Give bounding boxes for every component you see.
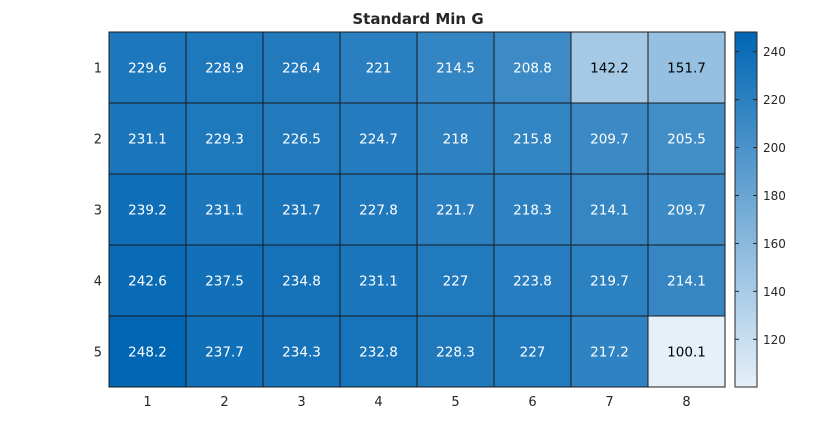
cell-value-label: 100.1 [667, 345, 706, 361]
colorbar-tick-label: 160 [763, 237, 786, 251]
heatmap-cell [416, 315, 495, 388]
heatmap-cell [647, 31, 726, 104]
cell-value-label: 231.1 [128, 132, 167, 148]
cell-value-label: 214.5 [436, 61, 475, 77]
heatmap-cell [185, 102, 264, 175]
x-tick-label: 6 [528, 395, 536, 410]
heatmap-cell [339, 102, 418, 175]
cell-value-label: 217.2 [590, 345, 629, 361]
cell-value-label: 234.3 [282, 345, 321, 361]
colorbar-tick-label: 140 [763, 285, 786, 299]
cell-value-label: 242.6 [128, 274, 167, 290]
heatmap-cell [339, 173, 418, 246]
heatmap-cell [493, 315, 572, 388]
x-tick-label: 3 [297, 395, 305, 410]
cell-value-label: 227 [443, 274, 469, 290]
y-tick-label: 1 [94, 62, 102, 77]
x-tick-label: 1 [143, 395, 151, 410]
colorbar-tick-label: 240 [763, 45, 786, 59]
heatmap-cell [262, 315, 341, 388]
chart-title: Standard Min G [352, 10, 484, 28]
heatmap-cell [185, 31, 264, 104]
heatmap-cell [339, 31, 418, 104]
cell-value-label: 239.2 [128, 203, 167, 219]
heatmap-cell [570, 173, 649, 246]
cell-value-label: 224.7 [359, 132, 398, 148]
cell-value-label: 226.4 [282, 61, 321, 77]
heatmap-cell [493, 31, 572, 104]
heatmap-cell [262, 173, 341, 246]
cell-value-label: 226.5 [282, 132, 321, 148]
cell-value-label: 219.7 [590, 274, 629, 290]
cell-value-label: 231.7 [282, 203, 321, 219]
cell-value-label: 231.1 [205, 203, 244, 219]
colorbar [734, 31, 758, 388]
heatmap-cell [185, 315, 264, 388]
colorbar-tick-label: 220 [763, 93, 786, 107]
heatmap-cell [570, 315, 649, 388]
heatmap-cell [339, 244, 418, 317]
cell-value-label: 209.7 [667, 203, 706, 219]
cell-value-label: 215.8 [513, 132, 552, 148]
cell-value-label: 142.2 [590, 61, 629, 77]
heatmap-cell [647, 102, 726, 175]
cell-value-label: 232.8 [359, 345, 398, 361]
y-tick-label: 3 [94, 204, 102, 219]
cell-value-label: 229.3 [205, 132, 244, 148]
cell-value-label: 228.3 [436, 345, 475, 361]
cell-value-label: 209.7 [590, 132, 629, 148]
cell-value-label: 248.2 [128, 345, 167, 361]
cell-value-label: 237.7 [205, 345, 244, 361]
cell-value-label: 218 [443, 132, 469, 148]
cell-value-label: 218.3 [513, 203, 552, 219]
cell-value-label: 214.1 [590, 203, 629, 219]
heatmap-cell [108, 173, 187, 246]
cell-value-label: 214.1 [667, 274, 706, 290]
y-tick-label: 5 [94, 346, 102, 361]
heatmap-cell [647, 315, 726, 388]
cell-value-label: 228.9 [205, 61, 244, 77]
cell-value-label: 227 [520, 345, 546, 361]
heatmap-cell [493, 173, 572, 246]
heatmap-cell [262, 31, 341, 104]
x-tick-label: 5 [451, 395, 459, 410]
cell-value-label: 237.5 [205, 274, 244, 290]
heatmap-cell [416, 173, 495, 246]
cell-value-label: 208.8 [513, 61, 552, 77]
colorbar-tick-label: 180 [763, 189, 786, 203]
cell-value-label: 227.8 [359, 203, 398, 219]
heatmap-cell [493, 102, 572, 175]
y-tick-label: 4 [94, 275, 102, 290]
cell-value-label: 221 [366, 61, 392, 77]
heatmap-cell [339, 315, 418, 388]
x-tick-label: 7 [605, 395, 613, 410]
heatmap-cell [570, 244, 649, 317]
cell-value-label: 229.6 [128, 61, 167, 77]
heatmap-cell [108, 244, 187, 317]
x-tick-label: 2 [220, 395, 228, 410]
heatmap-cell [416, 102, 495, 175]
cell-value-label: 221.7 [436, 203, 475, 219]
cell-value-label: 205.5 [667, 132, 706, 148]
heatmap-cell [416, 31, 495, 104]
heatmap-cell [108, 31, 187, 104]
heatmap-cell [262, 244, 341, 317]
cell-value-label: 231.1 [359, 274, 398, 290]
x-tick-label: 4 [374, 395, 382, 410]
colorbar-tick-label: 200 [763, 141, 786, 155]
y-tick-label: 2 [94, 133, 102, 148]
heatmap-cell [185, 173, 264, 246]
colorbar-tick-label: 120 [763, 333, 786, 347]
cell-value-label: 234.8 [282, 274, 321, 290]
cell-value-label: 223.8 [513, 274, 552, 290]
x-tick-label: 8 [682, 395, 690, 410]
heatmap-cell [647, 173, 726, 246]
cell-value-label: 151.7 [667, 61, 706, 77]
heatmap-cell [416, 244, 495, 317]
